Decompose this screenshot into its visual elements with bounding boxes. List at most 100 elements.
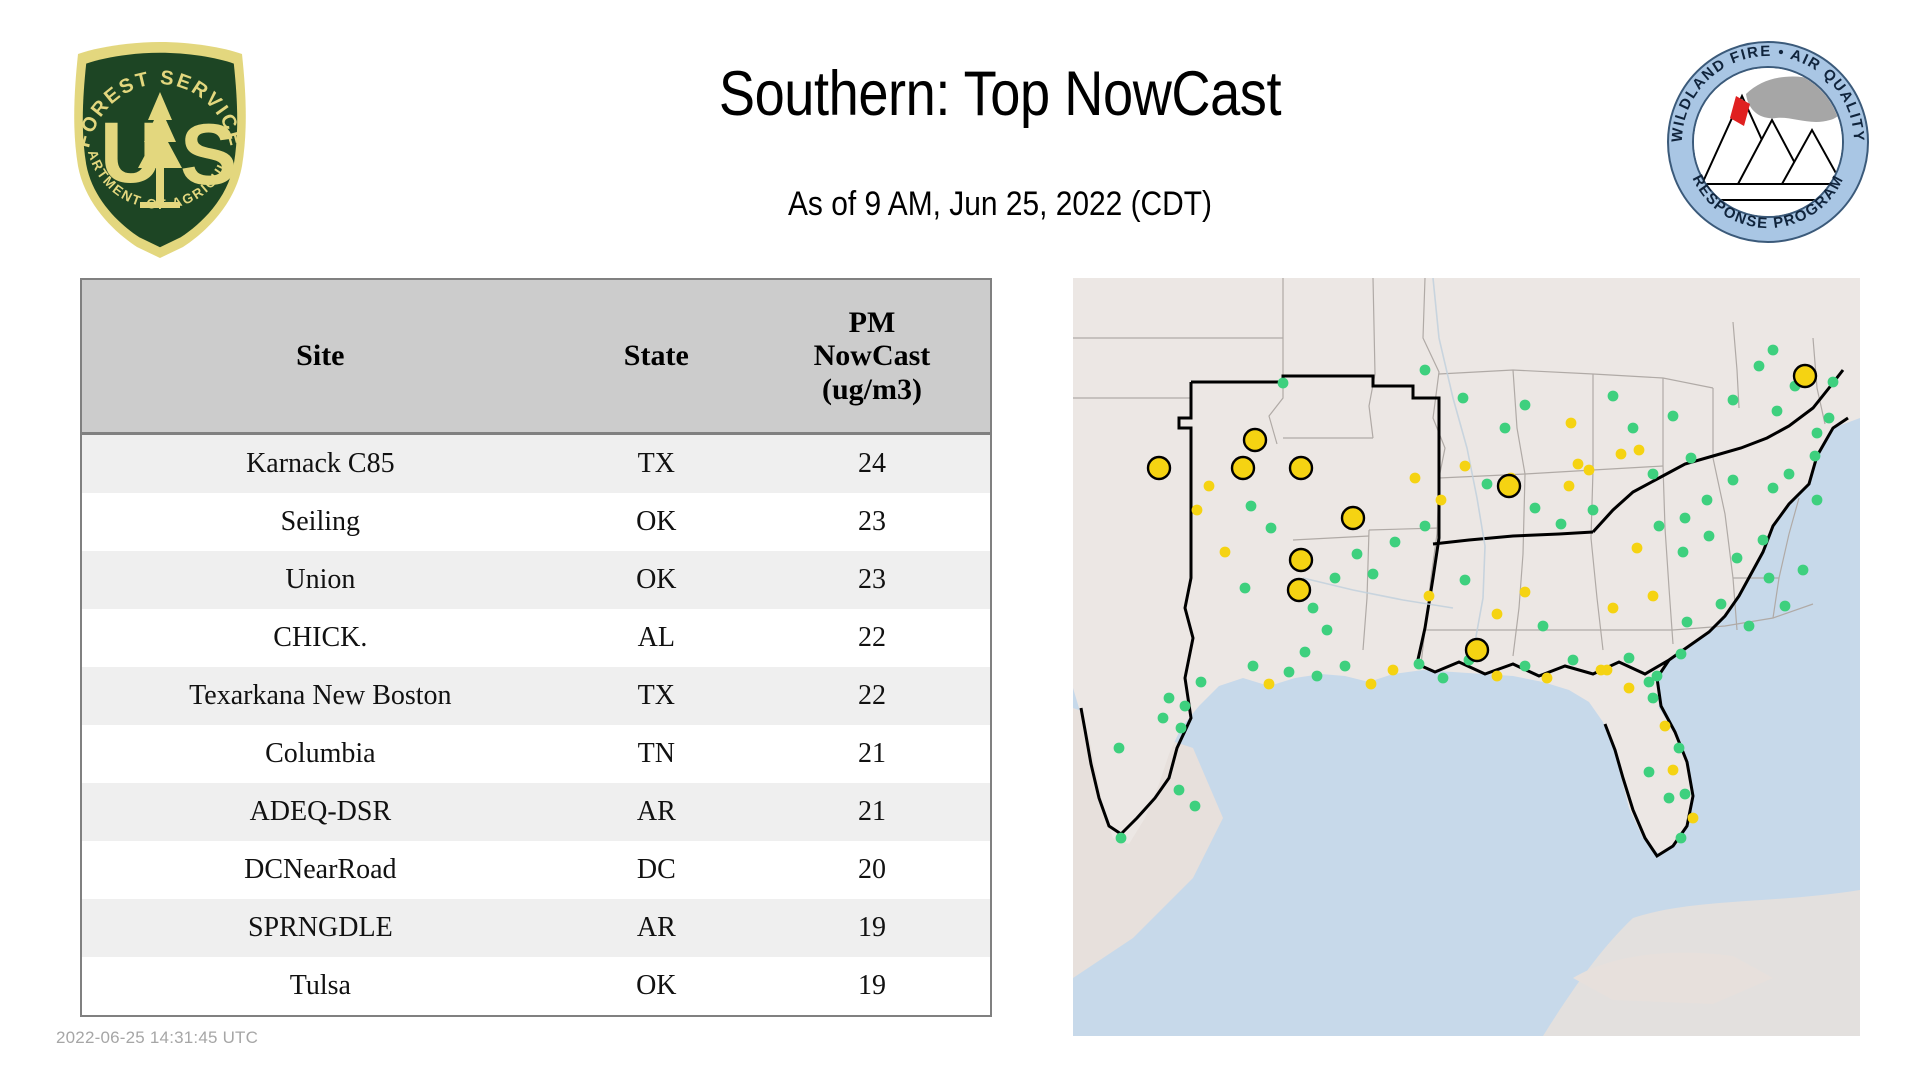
- monitor-dot[interactable]: [1352, 549, 1363, 560]
- top-monitor-marker[interactable]: [1290, 457, 1312, 479]
- monitor-dot[interactable]: [1682, 617, 1693, 628]
- top-monitor-marker[interactable]: [1498, 475, 1520, 497]
- monitor-dot[interactable]: [1664, 793, 1675, 804]
- monitor-dot[interactable]: [1810, 451, 1821, 462]
- monitor-dot[interactable]: [1330, 573, 1341, 584]
- monitor-dot[interactable]: [1668, 765, 1679, 776]
- monitor-dot[interactable]: [1732, 553, 1743, 564]
- monitor-dot[interactable]: [1520, 587, 1531, 598]
- monitor-dot[interactable]: [1420, 521, 1431, 532]
- monitor-dot[interactable]: [1624, 653, 1635, 664]
- monitor-dot[interactable]: [1204, 481, 1215, 492]
- monitor-dot[interactable]: [1628, 423, 1639, 434]
- monitor-dot[interactable]: [1460, 461, 1471, 472]
- monitor-dot[interactable]: [1624, 683, 1635, 694]
- monitor-dot[interactable]: [1174, 785, 1185, 796]
- monitor-dot[interactable]: [1460, 575, 1471, 586]
- monitor-dot[interactable]: [1573, 459, 1584, 470]
- monitor-dot[interactable]: [1500, 423, 1511, 434]
- monitor-dot[interactable]: [1158, 713, 1169, 724]
- monitor-dot[interactable]: [1798, 565, 1809, 576]
- monitor-dot[interactable]: [1114, 743, 1125, 754]
- monitor-dot[interactable]: [1702, 495, 1713, 506]
- top-monitor-marker[interactable]: [1466, 639, 1488, 661]
- monitor-dot[interactable]: [1660, 721, 1671, 732]
- monitor-dot[interactable]: [1728, 395, 1739, 406]
- monitor-dot[interactable]: [1744, 621, 1755, 632]
- monitor-dot[interactable]: [1812, 428, 1823, 439]
- monitor-dot[interactable]: [1608, 603, 1619, 614]
- monitor-dot[interactable]: [1482, 479, 1493, 490]
- monitor-dot[interactable]: [1176, 723, 1187, 734]
- monitor-dot[interactable]: [1192, 505, 1203, 516]
- monitor-dot[interactable]: [1164, 693, 1175, 704]
- map-canvas[interactable]: [1073, 278, 1860, 1036]
- monitor-dot[interactable]: [1414, 659, 1425, 670]
- monitor-dot[interactable]: [1812, 495, 1823, 506]
- top-monitor-marker[interactable]: [1794, 365, 1816, 387]
- monitor-dot[interactable]: [1566, 418, 1577, 429]
- monitor-dot[interactable]: [1764, 573, 1775, 584]
- monitor-dot[interactable]: [1366, 679, 1377, 690]
- monitor-dot[interactable]: [1458, 393, 1469, 404]
- monitor-dot[interactable]: [1668, 411, 1679, 422]
- monitor-dot[interactable]: [1436, 495, 1447, 506]
- top-monitor-marker[interactable]: [1232, 457, 1254, 479]
- monitor-dot[interactable]: [1704, 531, 1715, 542]
- top-monitor-marker[interactable]: [1244, 429, 1266, 451]
- monitor-dot[interactable]: [1180, 701, 1191, 712]
- monitor-dot[interactable]: [1728, 475, 1739, 486]
- monitor-dot[interactable]: [1556, 519, 1567, 530]
- monitor-dot[interactable]: [1568, 655, 1579, 666]
- monitor-dot[interactable]: [1278, 378, 1289, 389]
- monitor-dot[interactable]: [1312, 671, 1323, 682]
- monitor-dot[interactable]: [1768, 483, 1779, 494]
- monitor-dot[interactable]: [1674, 743, 1685, 754]
- monitor-dot[interactable]: [1240, 583, 1251, 594]
- monitor-dot[interactable]: [1420, 365, 1431, 376]
- monitor-dot[interactable]: [1768, 345, 1779, 356]
- monitor-dot[interactable]: [1492, 671, 1503, 682]
- monitor-dot[interactable]: [1716, 599, 1727, 610]
- monitor-dot[interactable]: [1530, 503, 1541, 514]
- monitor-dot[interactable]: [1588, 505, 1599, 516]
- monitor-dot[interactable]: [1654, 521, 1665, 532]
- monitor-dot[interactable]: [1284, 667, 1295, 678]
- aqi-map[interactable]: Air Quality Index HazardousVery Unhealth…: [1073, 278, 1860, 1036]
- monitor-dot[interactable]: [1676, 833, 1687, 844]
- monitor-dot[interactable]: [1248, 661, 1259, 672]
- top-monitor-marker[interactable]: [1342, 507, 1364, 529]
- monitor-dot[interactable]: [1676, 649, 1687, 660]
- monitor-dot[interactable]: [1424, 591, 1435, 602]
- monitor-dot[interactable]: [1390, 537, 1401, 548]
- monitor-dot[interactable]: [1688, 813, 1699, 824]
- top-monitor-marker[interactable]: [1288, 579, 1310, 601]
- monitor-dot[interactable]: [1438, 673, 1449, 684]
- monitor-dot[interactable]: [1368, 569, 1379, 580]
- monitor-dot[interactable]: [1542, 673, 1553, 684]
- monitor-dot[interactable]: [1678, 547, 1689, 558]
- monitor-dot[interactable]: [1616, 449, 1627, 460]
- monitor-dot[interactable]: [1632, 543, 1643, 554]
- monitor-dot[interactable]: [1828, 377, 1839, 388]
- monitor-dot[interactable]: [1564, 481, 1575, 492]
- monitor-dot[interactable]: [1322, 625, 1333, 636]
- monitor-dot[interactable]: [1538, 621, 1549, 632]
- monitor-dot[interactable]: [1784, 469, 1795, 480]
- monitor-dot[interactable]: [1608, 391, 1619, 402]
- top-monitor-marker[interactable]: [1148, 457, 1170, 479]
- monitor-dot[interactable]: [1520, 400, 1531, 411]
- monitor-dot[interactable]: [1648, 591, 1659, 602]
- monitor-dot[interactable]: [1246, 501, 1257, 512]
- monitor-dot[interactable]: [1264, 679, 1275, 690]
- monitor-dot[interactable]: [1190, 801, 1201, 812]
- monitor-dot[interactable]: [1634, 445, 1645, 456]
- monitor-dot[interactable]: [1754, 361, 1765, 372]
- monitor-dot[interactable]: [1758, 535, 1769, 546]
- monitor-dot[interactable]: [1116, 833, 1127, 844]
- monitor-dot[interactable]: [1220, 547, 1231, 558]
- monitor-dot[interactable]: [1680, 789, 1691, 800]
- monitor-dot[interactable]: [1300, 647, 1311, 658]
- monitor-dot[interactable]: [1584, 465, 1595, 476]
- monitor-dot[interactable]: [1388, 665, 1399, 676]
